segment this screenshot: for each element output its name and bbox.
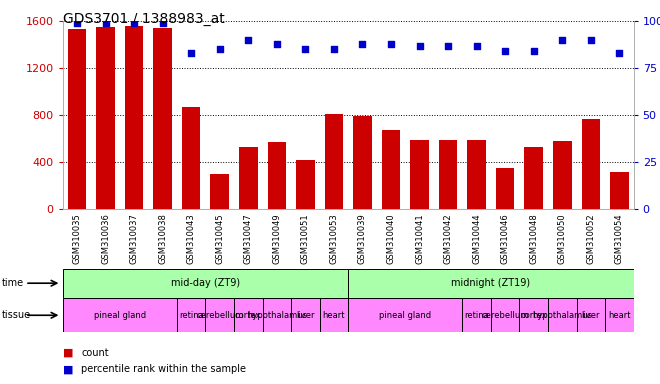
Bar — [525, 147, 543, 209]
Text: cortex: cortex — [235, 311, 261, 320]
Bar — [205, 298, 234, 332]
Point — [614, 50, 624, 56]
Text: GSM310045: GSM310045 — [215, 213, 224, 263]
Bar — [462, 298, 491, 332]
Point — [157, 20, 168, 26]
Point — [271, 41, 282, 47]
Point — [214, 46, 225, 53]
Text: GSM310049: GSM310049 — [273, 213, 281, 263]
Point — [500, 48, 510, 54]
Point — [443, 43, 453, 49]
Text: cortex: cortex — [520, 311, 547, 320]
Point — [585, 37, 596, 43]
Text: GSM310051: GSM310051 — [301, 213, 310, 263]
Text: cerebellum: cerebellum — [481, 311, 529, 320]
Bar — [239, 147, 257, 209]
Text: mid-day (ZT9): mid-day (ZT9) — [171, 278, 240, 288]
Point — [385, 41, 396, 47]
Text: ■: ■ — [63, 364, 73, 374]
Text: pineal gland: pineal gland — [94, 311, 146, 320]
Text: liver: liver — [296, 311, 315, 320]
Bar — [291, 298, 319, 332]
Text: heart: heart — [608, 311, 630, 320]
Text: GSM310047: GSM310047 — [244, 213, 253, 264]
Bar — [548, 298, 577, 332]
Bar — [325, 114, 343, 209]
Bar — [496, 168, 514, 209]
Point — [243, 37, 253, 43]
Bar — [467, 140, 486, 209]
Text: GSM310040: GSM310040 — [387, 213, 395, 263]
Text: GDS3701 / 1388983_at: GDS3701 / 1388983_at — [63, 12, 224, 25]
Text: tissue: tissue — [2, 310, 31, 320]
Point — [414, 43, 425, 49]
Bar — [439, 140, 457, 209]
Bar — [581, 119, 600, 209]
Text: GSM310042: GSM310042 — [444, 213, 453, 263]
Text: count: count — [81, 348, 109, 358]
Bar — [63, 269, 348, 298]
Text: GSM310038: GSM310038 — [158, 213, 167, 264]
Text: ■: ■ — [63, 348, 73, 358]
Text: GSM310053: GSM310053 — [329, 213, 339, 264]
Point — [471, 43, 482, 49]
Bar — [411, 140, 429, 209]
Text: GSM310043: GSM310043 — [187, 213, 195, 264]
Text: GSM310041: GSM310041 — [415, 213, 424, 263]
Bar — [211, 174, 229, 209]
Text: cerebellum: cerebellum — [196, 311, 244, 320]
Point — [100, 20, 111, 26]
Text: heart: heart — [323, 311, 345, 320]
Point — [329, 46, 339, 53]
Text: GSM310046: GSM310046 — [501, 213, 510, 264]
Text: GSM310044: GSM310044 — [472, 213, 481, 263]
Point — [72, 20, 82, 26]
Text: retina: retina — [464, 311, 489, 320]
Bar — [353, 116, 372, 209]
Bar — [63, 298, 177, 332]
Bar — [319, 298, 348, 332]
Bar — [381, 131, 400, 209]
Bar — [177, 298, 205, 332]
Point — [529, 48, 539, 54]
Text: hypothalamus: hypothalamus — [532, 311, 592, 320]
Text: pineal gland: pineal gland — [379, 311, 431, 320]
Text: GSM310048: GSM310048 — [529, 213, 538, 264]
Bar — [577, 298, 605, 332]
Bar — [553, 141, 572, 209]
Text: retina: retina — [179, 311, 203, 320]
Text: GSM310050: GSM310050 — [558, 213, 567, 263]
Bar — [125, 26, 143, 209]
Bar — [96, 27, 115, 209]
Text: GSM310035: GSM310035 — [73, 213, 81, 264]
Bar — [296, 160, 315, 209]
Text: hypothalamus: hypothalamus — [247, 311, 307, 320]
Point — [300, 46, 311, 53]
Text: liver: liver — [581, 311, 600, 320]
Bar — [153, 28, 172, 209]
Bar — [234, 298, 263, 332]
Bar — [348, 269, 634, 298]
Point — [186, 50, 197, 56]
Bar — [68, 29, 86, 209]
Bar — [267, 142, 286, 209]
Point — [129, 20, 139, 26]
Bar — [605, 298, 634, 332]
Text: GSM310054: GSM310054 — [615, 213, 624, 263]
Point — [557, 37, 568, 43]
Text: midnight (ZT19): midnight (ZT19) — [451, 278, 531, 288]
Text: GSM310036: GSM310036 — [101, 213, 110, 264]
Bar — [263, 298, 291, 332]
Text: GSM310037: GSM310037 — [129, 213, 139, 264]
Text: time: time — [2, 278, 24, 288]
Text: GSM310039: GSM310039 — [358, 213, 367, 264]
Text: GSM310052: GSM310052 — [586, 213, 595, 263]
Bar — [610, 172, 628, 209]
Bar — [348, 298, 462, 332]
Text: percentile rank within the sample: percentile rank within the sample — [81, 364, 246, 374]
Bar — [491, 298, 519, 332]
Bar — [182, 107, 201, 209]
Point — [357, 41, 368, 47]
Bar — [519, 298, 548, 332]
